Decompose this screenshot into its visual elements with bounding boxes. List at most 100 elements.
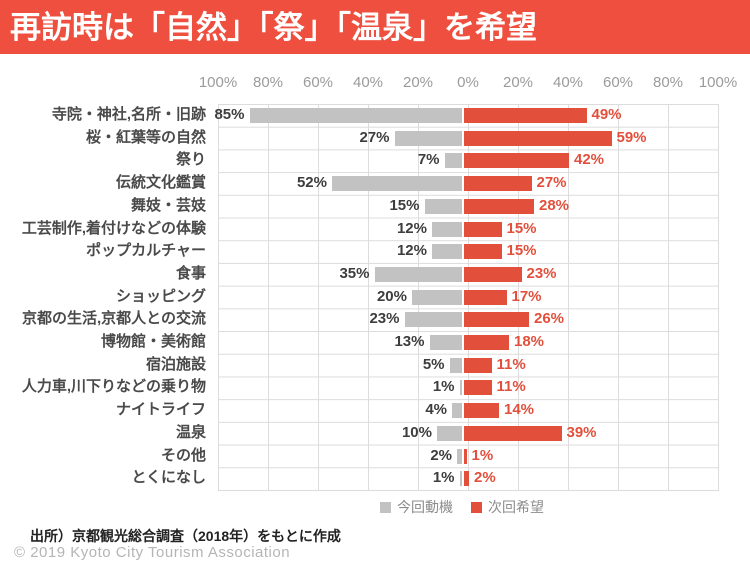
right-value-label: 15% [506, 242, 537, 260]
right-value-label: 28% [539, 196, 570, 214]
category-label: 宿泊施設 [145, 355, 206, 373]
right-bar-next-wish [464, 289, 507, 305]
left-bar-current-motive [249, 108, 462, 123]
right-bar-next-wish [464, 312, 529, 328]
left-bar-current-motive [437, 425, 462, 441]
left-value-label: 1% [432, 378, 455, 396]
right-value-label: 11% [496, 355, 526, 373]
left-bar-current-motive [452, 403, 462, 419]
bar-track: 1% 2% [212, 467, 712, 490]
left-value-label: 27% [359, 128, 390, 146]
axis-tick: 20% [502, 74, 534, 91]
axis-tick: 80% [652, 74, 684, 91]
chart-row: 祭り 7% 42% [0, 149, 750, 172]
bar-track: 52% 27% [212, 172, 712, 195]
left-bar-current-motive [459, 380, 462, 396]
left-bar-current-motive [457, 448, 462, 464]
chart-row: 京都の生活,京都人との交流 23% 26% [0, 308, 750, 331]
chart-row: ナイトライフ 4% 14% [0, 399, 750, 422]
x-axis: 100% 80% 60% 40% 20% 0% 20% 40% 60% 80% 100% [199, 72, 737, 94]
left-value-label: 23% [369, 310, 400, 328]
left-value-label: 12% [396, 219, 427, 237]
chart-row: ショッピング 20% 17% [0, 286, 750, 309]
right-bar-next-wish [464, 448, 467, 464]
right-value-label: 42% [574, 151, 605, 169]
bar-track: 2% 1% [212, 445, 712, 468]
left-bar-current-motive [424, 198, 462, 214]
left-value-label: 85% [214, 106, 245, 123]
right-bar-next-wish [464, 198, 534, 214]
category-label: 舞妓・芸妓 [130, 196, 206, 214]
bar-track: 85% 49% [212, 104, 712, 127]
category-label: 食事 [175, 264, 206, 282]
left-value-label: 5% [422, 355, 445, 373]
bar-track: 7% 42% [212, 149, 712, 172]
left-bar-current-motive [412, 289, 462, 305]
left-value-label: 2% [430, 446, 452, 464]
chart-row: とくになし 1% 2% [0, 467, 750, 490]
category-label: 祭り [175, 151, 206, 169]
bar-track: 5% 11% [212, 354, 712, 377]
right-value-label: 17% [511, 287, 542, 305]
left-bar-current-motive [444, 153, 462, 169]
right-bar-next-wish [464, 176, 532, 192]
category-label: 伝統文化鑑賞 [115, 174, 206, 192]
left-bar-current-motive [374, 266, 462, 282]
right-bar-next-wish [464, 244, 502, 260]
right-bar-next-wish [464, 471, 469, 487]
right-value-label: 49% [591, 106, 622, 123]
right-value-label: 14% [504, 401, 535, 419]
right-bar-next-wish [464, 108, 587, 123]
left-value-label: 7% [417, 151, 440, 169]
left-bar-current-motive [404, 312, 462, 328]
category-label: 寺院・神社,名所・旧跡 [51, 106, 206, 123]
right-value-label: 15% [506, 219, 537, 237]
left-value-label: 35% [339, 264, 370, 282]
chart-rows: 寺院・神社,名所・旧跡 85% 49% 桜・紅葉等の自然 27% 59% 祭り 7% 42% 伝統… [0, 104, 750, 490]
axis-tick: 0% [457, 74, 479, 91]
right-value-label: 26% [534, 310, 565, 328]
chart-row: 温泉 10% 39% [0, 422, 750, 445]
right-value-label: 2% [474, 469, 496, 487]
category-label: 博物館・美術館 [100, 333, 206, 351]
bar-track: 10% 39% [212, 422, 712, 445]
legend-swatch-icon [471, 501, 482, 513]
chart-row: 食事 35% 23% [0, 263, 750, 286]
chart-row: 宿泊施設 5% 11% [0, 354, 750, 377]
chart-row: 博物館・美術館 13% 18% [0, 331, 750, 354]
left-value-label: 52% [296, 174, 327, 192]
right-bar-next-wish [464, 357, 492, 373]
left-bar-current-motive [449, 357, 462, 373]
left-value-label: 12% [396, 242, 427, 260]
axis-tick: 80% [252, 74, 284, 91]
right-bar-next-wish [464, 153, 569, 169]
left-bar-current-motive [432, 221, 462, 237]
bar-track: 1% 11% [212, 376, 712, 399]
right-value-label: 18% [514, 333, 545, 351]
left-value-label: 13% [394, 333, 425, 351]
bar-track: 12% 15% [212, 240, 712, 263]
legend-label: 次回希望 [488, 499, 544, 515]
left-value-label: 1% [432, 469, 455, 487]
right-bar-next-wish [464, 221, 502, 237]
axis-tick: 40% [552, 74, 584, 91]
source-note: 出所）京都観光総合調査（2018年）をもとに作成 [30, 528, 341, 544]
axis-tick: 100% [698, 74, 738, 91]
category-label: 工芸制作,着付けなどの体験 [21, 219, 206, 237]
right-value-label: 23% [526, 264, 557, 282]
chart-row: 伝統文化鑑賞 52% 27% [0, 172, 750, 195]
chart-row: 人力車,川下りなどの乗り物 1% 11% [0, 376, 750, 399]
right-value-label: 39% [566, 423, 597, 441]
chart-row: 工芸制作,着付けなどの体験 12% 15% [0, 218, 750, 241]
page-title: 再訪時は「自然」「祭」「温泉」を希望 [10, 9, 537, 45]
category-label: その他 [160, 446, 206, 464]
bar-track: 20% 17% [212, 286, 712, 309]
legend-item: 今回動機 [380, 500, 453, 514]
bar-track: 4% 14% [212, 399, 712, 422]
axis-tick: 60% [602, 74, 634, 91]
axis-tick: 60% [302, 74, 334, 91]
right-bar-next-wish [464, 425, 562, 441]
bar-track: 13% 18% [212, 331, 712, 354]
left-bar-current-motive [432, 244, 462, 260]
chart-row: ポップカルチャー 12% 15% [0, 240, 750, 263]
